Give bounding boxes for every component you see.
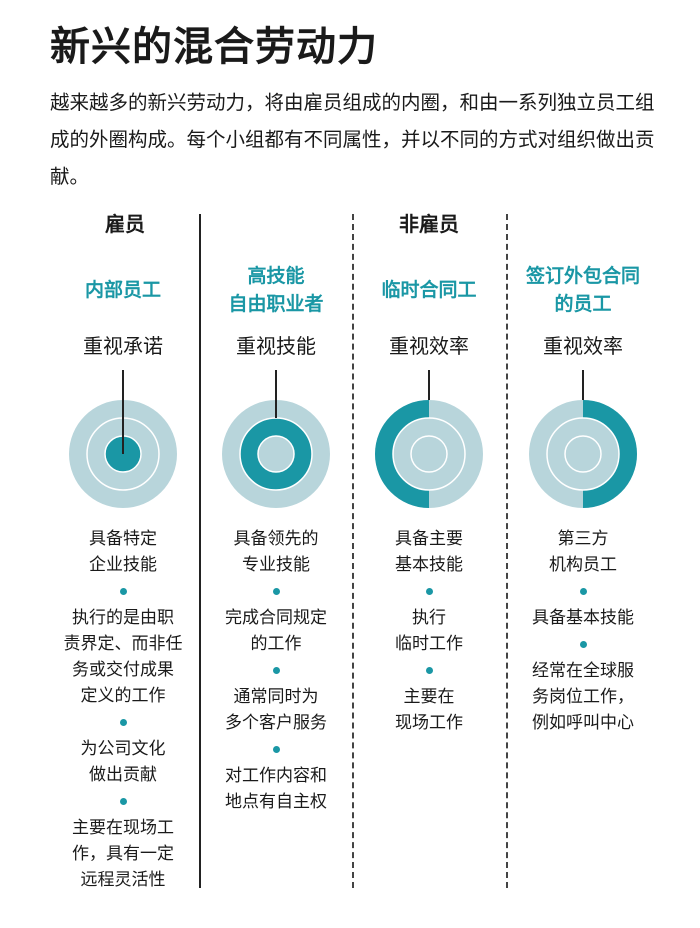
- bullet-dot: [272, 588, 280, 595]
- attribute-item: 具备基本技能: [532, 608, 634, 628]
- divider-solid: [199, 214, 201, 888]
- column-title: 签订外包合同 的员工: [525, 265, 640, 315]
- attribute-item: 执行 临时工作: [395, 608, 463, 654]
- page-title: 新兴的混合劳动力: [50, 24, 378, 70]
- attribute-item: 完成合同规定 的工作: [225, 608, 327, 654]
- bullet-dot: [272, 667, 280, 674]
- attribute-item: 经常在全球服 务岗位工作， 例如呼叫中心: [532, 661, 634, 733]
- bullet-dot: [425, 667, 433, 674]
- attribute-item: 具备领先的 专业技能: [233, 529, 319, 575]
- donut-inner-circle: [410, 435, 448, 473]
- bullet-dot: [272, 746, 280, 753]
- attribute-item: 执行的是由职 责界定、而非任 务或交付成果 定义的工作: [63, 608, 183, 706]
- attribute-item: 通常同时为 多个客户服务: [225, 687, 327, 733]
- attribute-item: 第三方 机构员工: [549, 529, 617, 575]
- column-title: 内部员工: [84, 279, 161, 301]
- segment-donut: [529, 370, 637, 508]
- donut-inner-circle: [257, 435, 295, 473]
- bullet-dot: [425, 588, 433, 595]
- attribute-list: 具备领先的 专业技能 完成合同规定 的工作 通常同时为 多个客户服务 对工作内容和 地…: [201, 526, 351, 815]
- attribute-item: 主要在 现场工作: [395, 687, 463, 733]
- worker-column: 签订外包合同 的员工重视效率第三方 机构员工具备基本技能经常在全球服 务岗位工作…: [508, 258, 658, 736]
- bullet-dot: [579, 641, 587, 648]
- bullet-dot: [579, 588, 587, 595]
- segment-donut: [375, 370, 483, 508]
- column-focus: 重视承诺: [83, 334, 163, 358]
- column-focus: 重视效率: [543, 334, 623, 358]
- divider-dashed-2: [506, 214, 508, 888]
- donut-inner-circle: [564, 435, 602, 473]
- worker-column: 临时合同工重视效率具备主要 基本技能 执行 临时工作 主要在 现场工作: [354, 258, 504, 736]
- attribute-list: 具备主要 基本技能 执行 临时工作 主要在 现场工作: [354, 526, 504, 736]
- attribute-item: 为公司文化 做出贡献: [80, 739, 166, 785]
- group-label-employee: 雇员: [105, 212, 145, 236]
- donut-highlight-arc: [583, 400, 637, 508]
- attribute-list: 具备特定 企业技能执行的是由职 责界定、而非任 务或交付成果 定义的工作为公司文…: [48, 526, 198, 893]
- segment-donut: [222, 370, 330, 508]
- attribute-item: 对工作内容和 地点有自主权: [225, 766, 327, 812]
- donut-highlight-arc: [375, 400, 429, 508]
- column-focus: 重视技能: [236, 334, 316, 358]
- bullet-dot: [119, 798, 127, 805]
- attribute-list: 第三方 机构员工具备基本技能经常在全球服 务岗位工作， 例如呼叫中心: [508, 526, 658, 736]
- attribute-item: 具备主要 基本技能: [395, 529, 463, 575]
- column-title: 高技能 自由职业者: [228, 265, 324, 315]
- segment-donut: [69, 370, 177, 508]
- divider-dashed-1: [352, 214, 354, 888]
- column-title: 临时合同工: [381, 279, 477, 301]
- intro-paragraph: 越来越多的新兴劳动力，将由雇员组成的内圈，和由一系列独立员工组成的外圈构成。每个…: [50, 91, 655, 188]
- bullet-dot: [119, 719, 127, 726]
- bullet-dot: [119, 588, 127, 595]
- attribute-item: 具备特定 企业技能: [89, 529, 157, 575]
- worker-column: 内部员工重视承诺具备特定 企业技能执行的是由职 责界定、而非任 务或交付成果 定…: [48, 258, 198, 893]
- column-focus: 重视效率: [389, 334, 469, 358]
- group-label-non-employee: 非雇员: [399, 212, 459, 236]
- worker-column: 高技能 自由职业者重视技能具备领先的 专业技能 完成合同规定 的工作 通常同时为 多…: [201, 258, 351, 815]
- attribute-item: 主要在现场工 作，具有一定 远程灵活性: [72, 818, 174, 890]
